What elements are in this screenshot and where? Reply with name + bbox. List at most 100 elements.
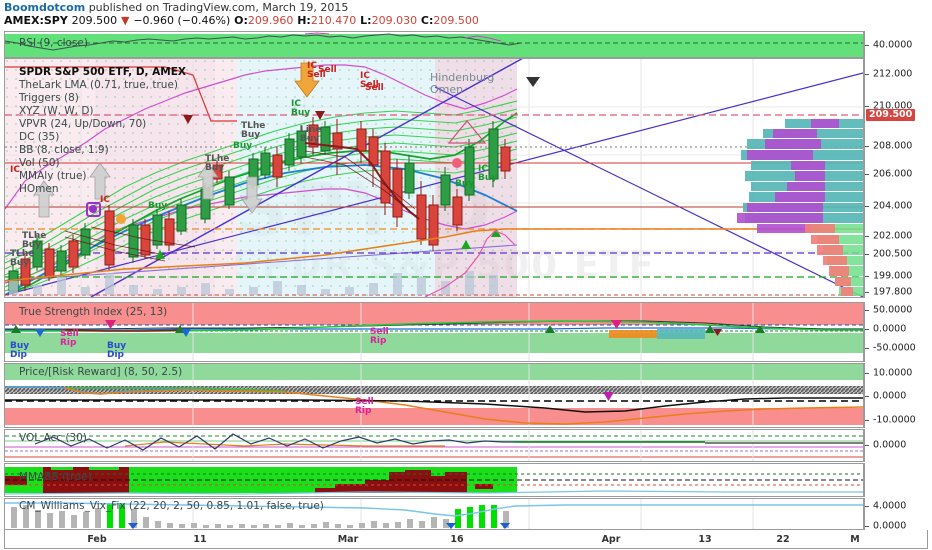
signal-tag-tsi-3: Sell Rip: [370, 327, 389, 346]
indicator-xyz[interactable]: XYZ (W, W, D): [19, 105, 94, 117]
symbol-label[interactable]: AMEX:SPY: [4, 14, 68, 27]
open-value: 209.960: [247, 14, 294, 27]
signal-tag-main-3: Sell: [365, 83, 384, 93]
prr-axis-label-0: 10.0000: [873, 367, 913, 379]
signal-tag-main-10: Buy: [455, 179, 475, 189]
signal-tag-tsi-0: Sell Rip: [60, 329, 79, 348]
signal-tag-main-13: TLhe Buy: [22, 231, 47, 250]
panel-rsi[interactable]: RSI (9, close): [4, 31, 864, 58]
high-value: 210.470: [310, 14, 357, 27]
open-label: O:: [234, 14, 248, 27]
time-label-5: 13: [698, 534, 712, 545]
signal-tag-main-7: Buy: [233, 141, 253, 151]
signal-tag-tsi-2: Buy Dip: [107, 341, 127, 360]
price-axis-label-1: 210.000: [873, 100, 913, 112]
signal-tag-main-6: Line Buy: [300, 125, 322, 144]
price-axis-label-4: 204.000: [873, 200, 913, 212]
time-label-4: Apr: [601, 534, 621, 545]
vol-axis-label-0: 0.0000: [873, 439, 907, 451]
time-axis[interactable]: Feb 11 Mar 16 Apr 13 22 M: [4, 530, 928, 549]
mmabb-title: MMABB (true): [19, 471, 92, 483]
indicator-thelark-lma[interactable]: TheLark LMA (0.71, true, true): [19, 79, 178, 91]
prr-axis-label-1: 0.0000: [873, 390, 907, 402]
price-axis-label-5: 202.000: [873, 230, 913, 242]
rsi-plot: [5, 32, 863, 57]
close-label: C:: [420, 14, 434, 27]
low-label: L:: [360, 14, 372, 27]
signal-tag-main-9: IC Buy: [478, 164, 498, 183]
high-label: H:: [297, 14, 311, 27]
panel-mmabb[interactable]: MMABB (true): [4, 463, 864, 497]
tsi-plot: [5, 303, 863, 361]
main-plot: [5, 59, 863, 297]
signal-tag-main-11: IC: [100, 195, 110, 205]
vol-acc-title: VOL Acc (30): [19, 432, 87, 444]
tsi-axis-label-0: 50.0000: [873, 304, 913, 316]
price-axis-label-6: 200.500: [873, 248, 913, 260]
tsi-title: True Strength Index (25, 13): [19, 306, 168, 318]
signal-tag-main-5: TLhe Buy: [241, 121, 266, 140]
axis-mmabb: [864, 463, 928, 497]
current-price-badge: 209.500: [866, 109, 916, 121]
down-arrow-icon: ▼: [121, 14, 130, 27]
panel-vol-acc[interactable]: VOL Acc (30): [4, 429, 864, 462]
panel-true-strength-index[interactable]: True Strength Index (25, 13): [4, 302, 864, 362]
price-axis-label-3: 206.000: [873, 168, 913, 180]
axis-vol-acc: 0.0000: [864, 429, 928, 462]
price-axis-label-2: 208.000: [873, 140, 913, 152]
indicator-triggers[interactable]: Triggers (8): [19, 92, 79, 104]
tsi-axis-label-1: 0.0000: [873, 323, 907, 335]
tsi-axis-label-2: -50.0000: [873, 342, 916, 354]
publish-info: published on TradingView.com, March 19, …: [88, 1, 349, 14]
time-label-0: Feb: [87, 534, 107, 545]
signal-tag-main-2: IC Sell: [360, 71, 379, 90]
signal-tag-main-14: TLhe Buy: [10, 249, 35, 268]
axis-prr: 10.0000 0.0000 -10.0000: [864, 363, 928, 428]
mmabb-plot: [5, 464, 863, 495]
prr-plot: [5, 364, 863, 427]
prr-title: Price/[Risk Reward] (8, 50, 2.5): [19, 366, 183, 378]
time-label-1: 11: [193, 534, 207, 545]
time-label-2: Mar: [337, 534, 359, 545]
signal-tag-main-8: TLhe Buy: [205, 154, 230, 173]
time-label-6: 22: [776, 534, 790, 545]
indicator-dc[interactable]: DC (35): [19, 131, 60, 143]
vix-fix-title: CM_Williams_Vix_Fix (22, 20, 2, 50, 0.85…: [19, 500, 324, 512]
axis-price: 212.000 210.000 208.000 206.000 204.000 …: [864, 58, 928, 298]
axis-vix-fix: 4.0000 0.0000: [864, 498, 928, 532]
signal-tag-main-12: Buy: [148, 201, 168, 211]
prr-axis-label-2: -10.0000: [873, 414, 916, 426]
price-axis-label-7: 199.000: [873, 270, 913, 282]
indicator-homen[interactable]: HOmen: [19, 183, 59, 195]
time-label-7: M: [850, 534, 860, 545]
panel-vix-fix[interactable]: CM_Williams_Vix_Fix (22, 20, 2, 50, 0.85…: [4, 498, 864, 530]
price-axis-label-0: 212.000: [873, 68, 913, 80]
main-title: SPDR S&P 500 ETF, D, AMEX: [19, 66, 187, 78]
price-change: −0.960 (−0.46%): [133, 14, 231, 27]
rsi-title: RSI (9, close): [19, 37, 88, 49]
indicator-mmaly[interactable]: MMAly (true): [19, 170, 87, 182]
signal-tag-tsi-1: Buy Dip: [10, 341, 30, 360]
close-value: 209.500: [433, 14, 479, 27]
panel-main-price[interactable]: SPY D SPDR S&P 500 ETF: [4, 58, 864, 298]
vix-axis-label-1: 0.0000: [873, 520, 907, 532]
vol-acc-plot: [5, 430, 863, 461]
chart-header: Boomdotcom published on TradingView.com,…: [4, 1, 928, 29]
vix-axis-label-0: 4.0000: [873, 500, 907, 512]
indicator-vol[interactable]: Vol (50): [19, 157, 60, 169]
axis-rsi: 40.0000: [864, 31, 928, 58]
price-axis-label-8: 197.800: [873, 286, 913, 298]
axis-tsi: 50.0000 0.0000 -50.0000: [864, 302, 928, 362]
indicator-vpvr[interactable]: VPVR (24, Up/Down, 70): [19, 118, 147, 130]
rsi-axis-label-0: 40.0000: [873, 39, 913, 51]
signal-tag-main-4: IC Buy: [291, 99, 311, 118]
time-label-3: 16: [450, 534, 464, 545]
signal-tag-prr-0: Sell Rip: [355, 397, 374, 416]
author-name[interactable]: Boomdotcom: [4, 1, 86, 14]
indicator-bb[interactable]: BB (8, close, 1.9): [19, 144, 109, 156]
signal-tag-main-15: IC: [10, 165, 20, 175]
last-price: 209.500: [71, 14, 118, 27]
panel-price-risk-reward[interactable]: Price/[Risk Reward] (8, 50, 2.5): [4, 363, 864, 428]
signal-tag-main-1: Sell: [318, 65, 337, 75]
